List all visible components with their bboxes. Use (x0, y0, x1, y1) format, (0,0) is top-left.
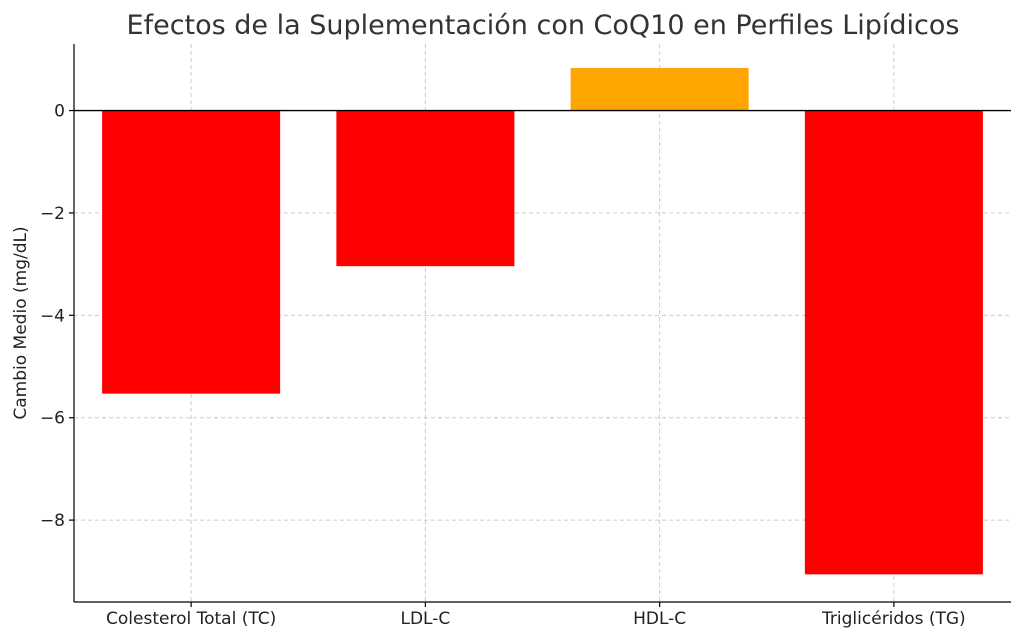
x-tick-label: Colesterol Total (TC) (106, 609, 276, 629)
x-tick-label: HDL-C (633, 609, 686, 629)
bar (570, 68, 749, 111)
chart-title: Efectos de la Suplementación con CoQ10 e… (127, 10, 960, 41)
bars (102, 68, 983, 575)
bar (336, 110, 515, 267)
y-tick-label: −8 (40, 511, 65, 531)
y-tick-label: −4 (40, 306, 65, 326)
y-tick-label: −6 (40, 409, 65, 429)
x-tick-label: LDL-C (401, 609, 451, 629)
y-tick-label: −2 (40, 204, 65, 224)
bar (804, 110, 983, 575)
x-tick-label: Triglicéridos (TG) (821, 609, 966, 629)
axes (69, 44, 1011, 607)
y-tick-label: 0 (54, 102, 65, 122)
y-axis-label: Cambio Medio (mg/dL) (11, 226, 31, 419)
bar (102, 110, 281, 394)
tick-labels: 0 −2 −4 −6 −8 Colesterol Total (TC) LDL-C HDL-C… (40, 102, 966, 629)
